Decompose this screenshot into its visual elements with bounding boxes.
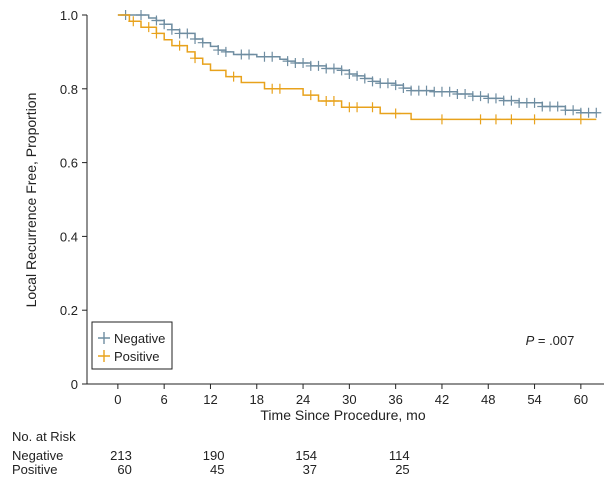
censor-mark-positive <box>475 114 486 125</box>
x-tick-label: 6 <box>161 392 168 407</box>
survival-curve-negative <box>117 14 597 114</box>
censor-mark-negative <box>490 93 501 104</box>
x-tick-label: 0 <box>114 392 121 407</box>
censor-mark-negative <box>328 63 339 74</box>
x-tick-label: 36 <box>388 392 402 407</box>
censor-mark-positive <box>490 114 501 125</box>
censor-mark-positive <box>390 108 401 119</box>
censor-mark-negative <box>282 56 293 67</box>
censor-mark-positive <box>274 83 285 94</box>
x-tick-label: 12 <box>203 392 217 407</box>
risk-value: 213 <box>110 448 132 463</box>
y-axis-title: Local Recurrence Free, Proportion <box>23 93 39 308</box>
censor-mark-negative <box>529 97 540 108</box>
censor-mark-negative <box>568 105 579 116</box>
censor-mark-negative <box>190 33 201 44</box>
legend-box <box>91 321 173 370</box>
censor-mark-positive <box>128 16 139 27</box>
censor-mark-negative <box>421 85 432 96</box>
censor-mark-positive <box>575 114 586 125</box>
censor-mark-negative <box>136 10 147 20</box>
x-tick-label: 42 <box>435 392 449 407</box>
censor-mark-negative <box>398 83 409 94</box>
y-tick-label: 0.4 <box>60 229 78 244</box>
risk-row-label-positive: Positive <box>12 462 58 477</box>
risk-value: 45 <box>210 462 224 477</box>
legend-marker-negative <box>98 332 110 344</box>
x-tick-label: 18 <box>250 392 264 407</box>
censor-mark-positive <box>328 95 339 106</box>
censor-mark-negative <box>359 73 370 84</box>
censor-mark-negative <box>506 95 517 106</box>
censor-mark-negative <box>213 45 224 56</box>
censor-mark-positive <box>143 22 154 33</box>
censor-mark-negative <box>390 80 401 91</box>
x-tick-label: 24 <box>296 392 310 407</box>
censor-mark-positive <box>352 102 363 113</box>
censor-mark-negative <box>182 28 193 39</box>
legend-marker-positive <box>98 350 110 362</box>
censor-mark-negative <box>591 107 602 118</box>
censor-mark-negative <box>552 101 563 112</box>
risk-value: 60 <box>117 462 131 477</box>
legend-label-positive: Positive <box>114 349 160 364</box>
series-layer <box>117 10 602 125</box>
y-tick-label: 0.6 <box>60 156 78 171</box>
risk-value: 114 <box>389 448 410 463</box>
censor-mark-positive <box>190 53 201 64</box>
censor-mark-negative <box>382 78 393 89</box>
censor-mark-positive <box>436 114 447 125</box>
p-value-annotation: P = .007 <box>526 333 575 348</box>
x-axis-title: Time Since Procedure, mo <box>260 407 425 423</box>
censor-mark-positive <box>367 102 378 113</box>
risk-value: 37 <box>303 462 317 477</box>
legend: Negative Positive <box>91 321 173 370</box>
censor-mark-negative <box>344 69 355 80</box>
censor-mark-negative <box>336 65 347 76</box>
censor-mark-positive <box>506 114 517 125</box>
axes: 0 0.2 0.4 0.6 0.8 1.0 0 6 12 18 24 30 36 42 48 54 60 <box>60 8 604 407</box>
censor-mark-negative <box>159 19 170 30</box>
censor-mark-negative <box>244 49 255 60</box>
legend-label-negative: Negative <box>114 331 165 346</box>
risk-table-title: No. at Risk <box>12 429 76 444</box>
censor-mark-positive <box>174 40 185 51</box>
risk-value: 25 <box>395 462 409 477</box>
censor-mark-negative <box>267 51 278 62</box>
censor-mark-negative <box>298 57 309 68</box>
x-tick-label: 48 <box>481 392 495 407</box>
censor-mark-negative <box>367 76 378 87</box>
risk-table: No. at Risk Negative 213 190 154 114 Positive… <box>12 429 410 477</box>
x-tick-label: 30 <box>342 392 356 407</box>
p-value-text: = .007 <box>534 333 574 348</box>
censor-mark-negative <box>313 60 324 71</box>
p-value-symbol: P <box>526 333 535 348</box>
risk-value: 190 <box>203 448 225 463</box>
y-tick-label: 0.8 <box>60 82 78 97</box>
censor-mark-negative <box>475 91 486 102</box>
y-tick-label: 1.0 <box>60 8 78 23</box>
x-tick-label: 54 <box>527 392 541 407</box>
censor-mark-negative <box>197 37 208 48</box>
censor-mark-positive <box>151 28 162 39</box>
risk-row-label-negative: Negative <box>12 448 63 463</box>
censor-mark-negative <box>166 24 177 35</box>
censor-mark-negative <box>352 70 363 81</box>
y-tick-label: 0.2 <box>60 303 78 318</box>
censor-mark-negative <box>151 15 162 26</box>
risk-value: 154 <box>295 448 317 463</box>
censor-mark-positive <box>529 114 540 125</box>
censor-mark-positive <box>305 90 316 101</box>
censor-mark-negative <box>444 86 455 97</box>
x-tick-label: 60 <box>574 392 588 407</box>
censor-mark-negative <box>220 46 231 57</box>
y-tick-label: 0 <box>71 377 78 392</box>
censor-mark-positive <box>228 71 239 82</box>
censor-mark-negative <box>460 88 471 99</box>
